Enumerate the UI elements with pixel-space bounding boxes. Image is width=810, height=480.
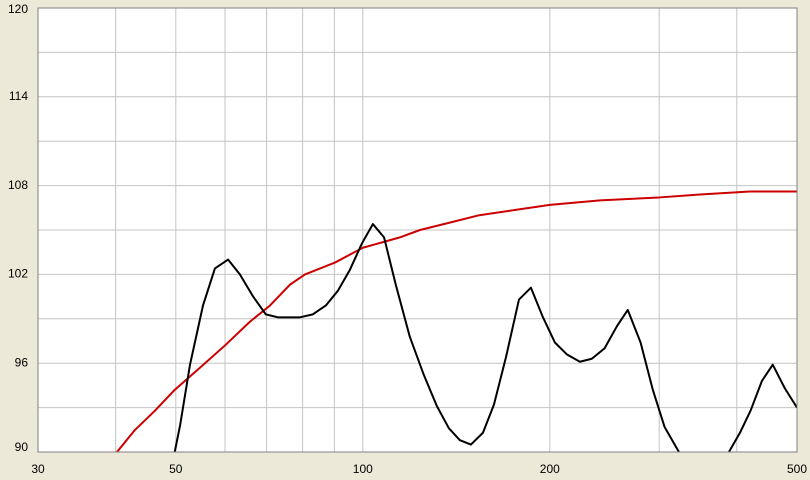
labels: 30 50 100 200 500 90 96 102 108 114 120 [8, 2, 807, 476]
plot-border [37, 7, 798, 453]
lines [116, 190, 797, 452]
y-tick-label: 102 [8, 267, 28, 281]
y-tick-label: 90 [15, 440, 29, 454]
x-tick-label: 500 [787, 462, 807, 476]
series-line [173, 223, 797, 452]
y-tick-label: 120 [8, 2, 28, 16]
x-tick-label: 100 [353, 462, 373, 476]
series-line [116, 190, 797, 452]
y-tick-label: 96 [15, 355, 29, 369]
x-tick-label: 50 [169, 462, 183, 476]
y-tick-label: 108 [8, 178, 28, 192]
x-tick-label: 30 [31, 462, 45, 476]
x-tick-label: 200 [540, 462, 560, 476]
y-tick-label: 114 [9, 89, 28, 103]
